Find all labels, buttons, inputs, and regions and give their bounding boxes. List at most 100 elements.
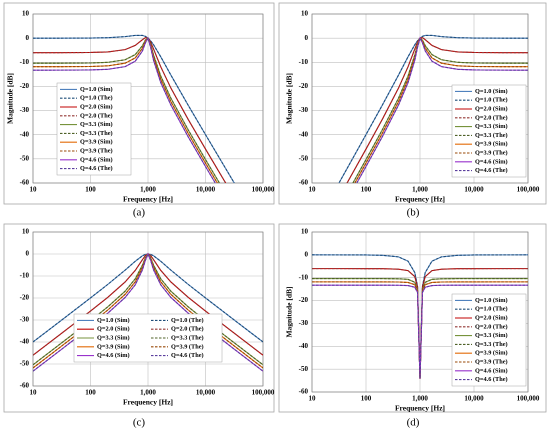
- x-tick-label: 100: [361, 395, 372, 403]
- x-tick-label: 1,000: [412, 186, 428, 194]
- x-tick-label: 100,000: [252, 186, 275, 194]
- y-tick-label: -40: [20, 130, 30, 138]
- legend-label: Q=2.0 (Sim): [80, 103, 113, 110]
- legend-label: Q=3.9 (The): [80, 147, 113, 154]
- series-line: [33, 37, 218, 183]
- legend-label: Q=3.3 (Sim): [97, 334, 130, 341]
- series-line: [33, 37, 227, 183]
- y-tick-label: -10: [299, 58, 309, 66]
- legend-label: Q=3.9 (Sim): [475, 350, 508, 357]
- y-tick-label: -60: [299, 179, 309, 187]
- y-tick-label: -10: [20, 272, 30, 280]
- legend-label: Q=4.6 (Sim): [475, 367, 508, 374]
- x-tick-label: 100,000: [252, 389, 275, 397]
- x-tick-label: 10: [309, 186, 317, 194]
- plot-border: [311, 13, 529, 184]
- legend-label: Q=4.6 (Sim): [97, 352, 130, 359]
- x-axis-label: Frequency [Hz]: [395, 195, 445, 204]
- legend-label: Q=4.6 (The): [475, 376, 508, 383]
- y-tick-label: 0: [305, 250, 309, 258]
- series-group: [338, 34, 528, 183]
- legend-label: Q=3.9 (Sim): [97, 343, 130, 350]
- series-line: [312, 284, 528, 379]
- y-tick-label: -60: [299, 388, 309, 396]
- y-tick-label: -30: [20, 106, 30, 114]
- y-tick-label: -50: [299, 154, 309, 162]
- y-axis-label: Magnitude [dB]: [285, 286, 294, 337]
- x-tick-label: 100,000: [517, 395, 540, 403]
- y-tick-label: -50: [299, 365, 309, 373]
- legend-label: Q=4.6 (Sim): [80, 156, 113, 163]
- legend-label: Q=3.3 (The): [475, 132, 508, 139]
- x-tick-label: 10: [30, 186, 38, 194]
- x-tick-label: 1,000: [140, 186, 156, 194]
- legend-label: Q=3.9 (Sim): [475, 141, 508, 148]
- y-tick-label: 10: [22, 228, 30, 236]
- series-line: [312, 278, 528, 379]
- y-tick-label: 10: [301, 228, 309, 236]
- legend-label: Q=2.0 (The): [171, 326, 204, 333]
- y-tick-label: 0: [305, 34, 309, 42]
- y-tick-label: -40: [299, 342, 309, 350]
- y-tick-label: -20: [20, 294, 30, 302]
- legend-label: Q=3.3 (The): [171, 334, 204, 341]
- plot-border: [32, 231, 264, 387]
- series-line: [356, 36, 528, 183]
- caption: (a): [133, 207, 146, 219]
- legend-label: Q=3.9 (The): [475, 358, 508, 365]
- x-tick-label: 1,000: [412, 395, 428, 403]
- y-tick-label: -20: [299, 296, 309, 304]
- series-line: [33, 36, 216, 183]
- legend-label: Q=4.6 (Sim): [475, 158, 508, 165]
- x-tick-label: 100: [361, 186, 372, 194]
- y-tick-label: -30: [299, 106, 309, 114]
- y-tick-label: 0: [26, 34, 30, 42]
- caption: (d): [407, 417, 420, 429]
- x-tick-label: 10: [30, 389, 38, 397]
- legend-label: Q=1.0 (The): [80, 95, 113, 102]
- legend-label: Q=1.0 (The): [171, 317, 204, 324]
- x-axis-label: Frequency [Hz]: [395, 404, 445, 413]
- legend-label: Q=2.0 (The): [80, 112, 113, 119]
- legend-label: Q=4.6 (The): [80, 165, 113, 172]
- legend-box: [73, 313, 223, 363]
- y-axis-label: Magnitude [dB]: [6, 73, 15, 124]
- y-tick-label: -10: [299, 273, 309, 281]
- series-group: [33, 34, 235, 183]
- legend-label: Q=2.0 (Sim): [475, 314, 508, 321]
- legend-label: Q=2.0 (Sim): [97, 326, 130, 333]
- x-axis-label: Frequency [Hz]: [123, 398, 173, 407]
- series-line: [354, 36, 528, 183]
- legend-label: Q=2.0 (The): [475, 114, 508, 121]
- plot-border: [32, 13, 264, 184]
- legend-label: Q=3.3 (The): [80, 130, 113, 137]
- caption: (c): [133, 417, 146, 429]
- y-tick-label: -50: [20, 360, 30, 368]
- series-line: [33, 34, 235, 183]
- legend-label: Q=3.3 (Sim): [80, 121, 113, 128]
- x-tick-label: 10,000: [464, 395, 484, 403]
- y-tick-label: -40: [299, 130, 309, 138]
- x-tick-label: 1,000: [140, 389, 156, 397]
- caption: (b): [407, 207, 420, 219]
- x-tick-label: 10,000: [196, 389, 216, 397]
- y-tick-label: 0: [26, 250, 30, 258]
- legend-label: Q=3.9 (The): [171, 343, 204, 350]
- legend-label: Q=3.9 (Sim): [80, 139, 113, 146]
- y-tick-label: -30: [20, 316, 30, 324]
- x-axis-label: Frequency [Hz]: [123, 195, 173, 204]
- y-tick-label: 10: [301, 10, 309, 18]
- legend-label: Q=2.0 (The): [475, 323, 508, 330]
- x-tick-label: 100: [85, 389, 96, 397]
- legend-label: Q=3.3 (The): [475, 341, 508, 348]
- legend-label: Q=1.0 (Sim): [475, 297, 508, 304]
- y-tick-label: -60: [20, 179, 30, 187]
- legend-label: Q=1.0 (The): [475, 97, 508, 104]
- y-tick-label: -10: [20, 58, 30, 66]
- plot-border: [311, 231, 529, 393]
- y-tick-label: -20: [20, 82, 30, 90]
- legend-label: Q=3.3 (Sim): [475, 332, 508, 339]
- legend-label: Q=1.0 (Sim): [80, 86, 113, 93]
- y-tick-label: -30: [299, 319, 309, 327]
